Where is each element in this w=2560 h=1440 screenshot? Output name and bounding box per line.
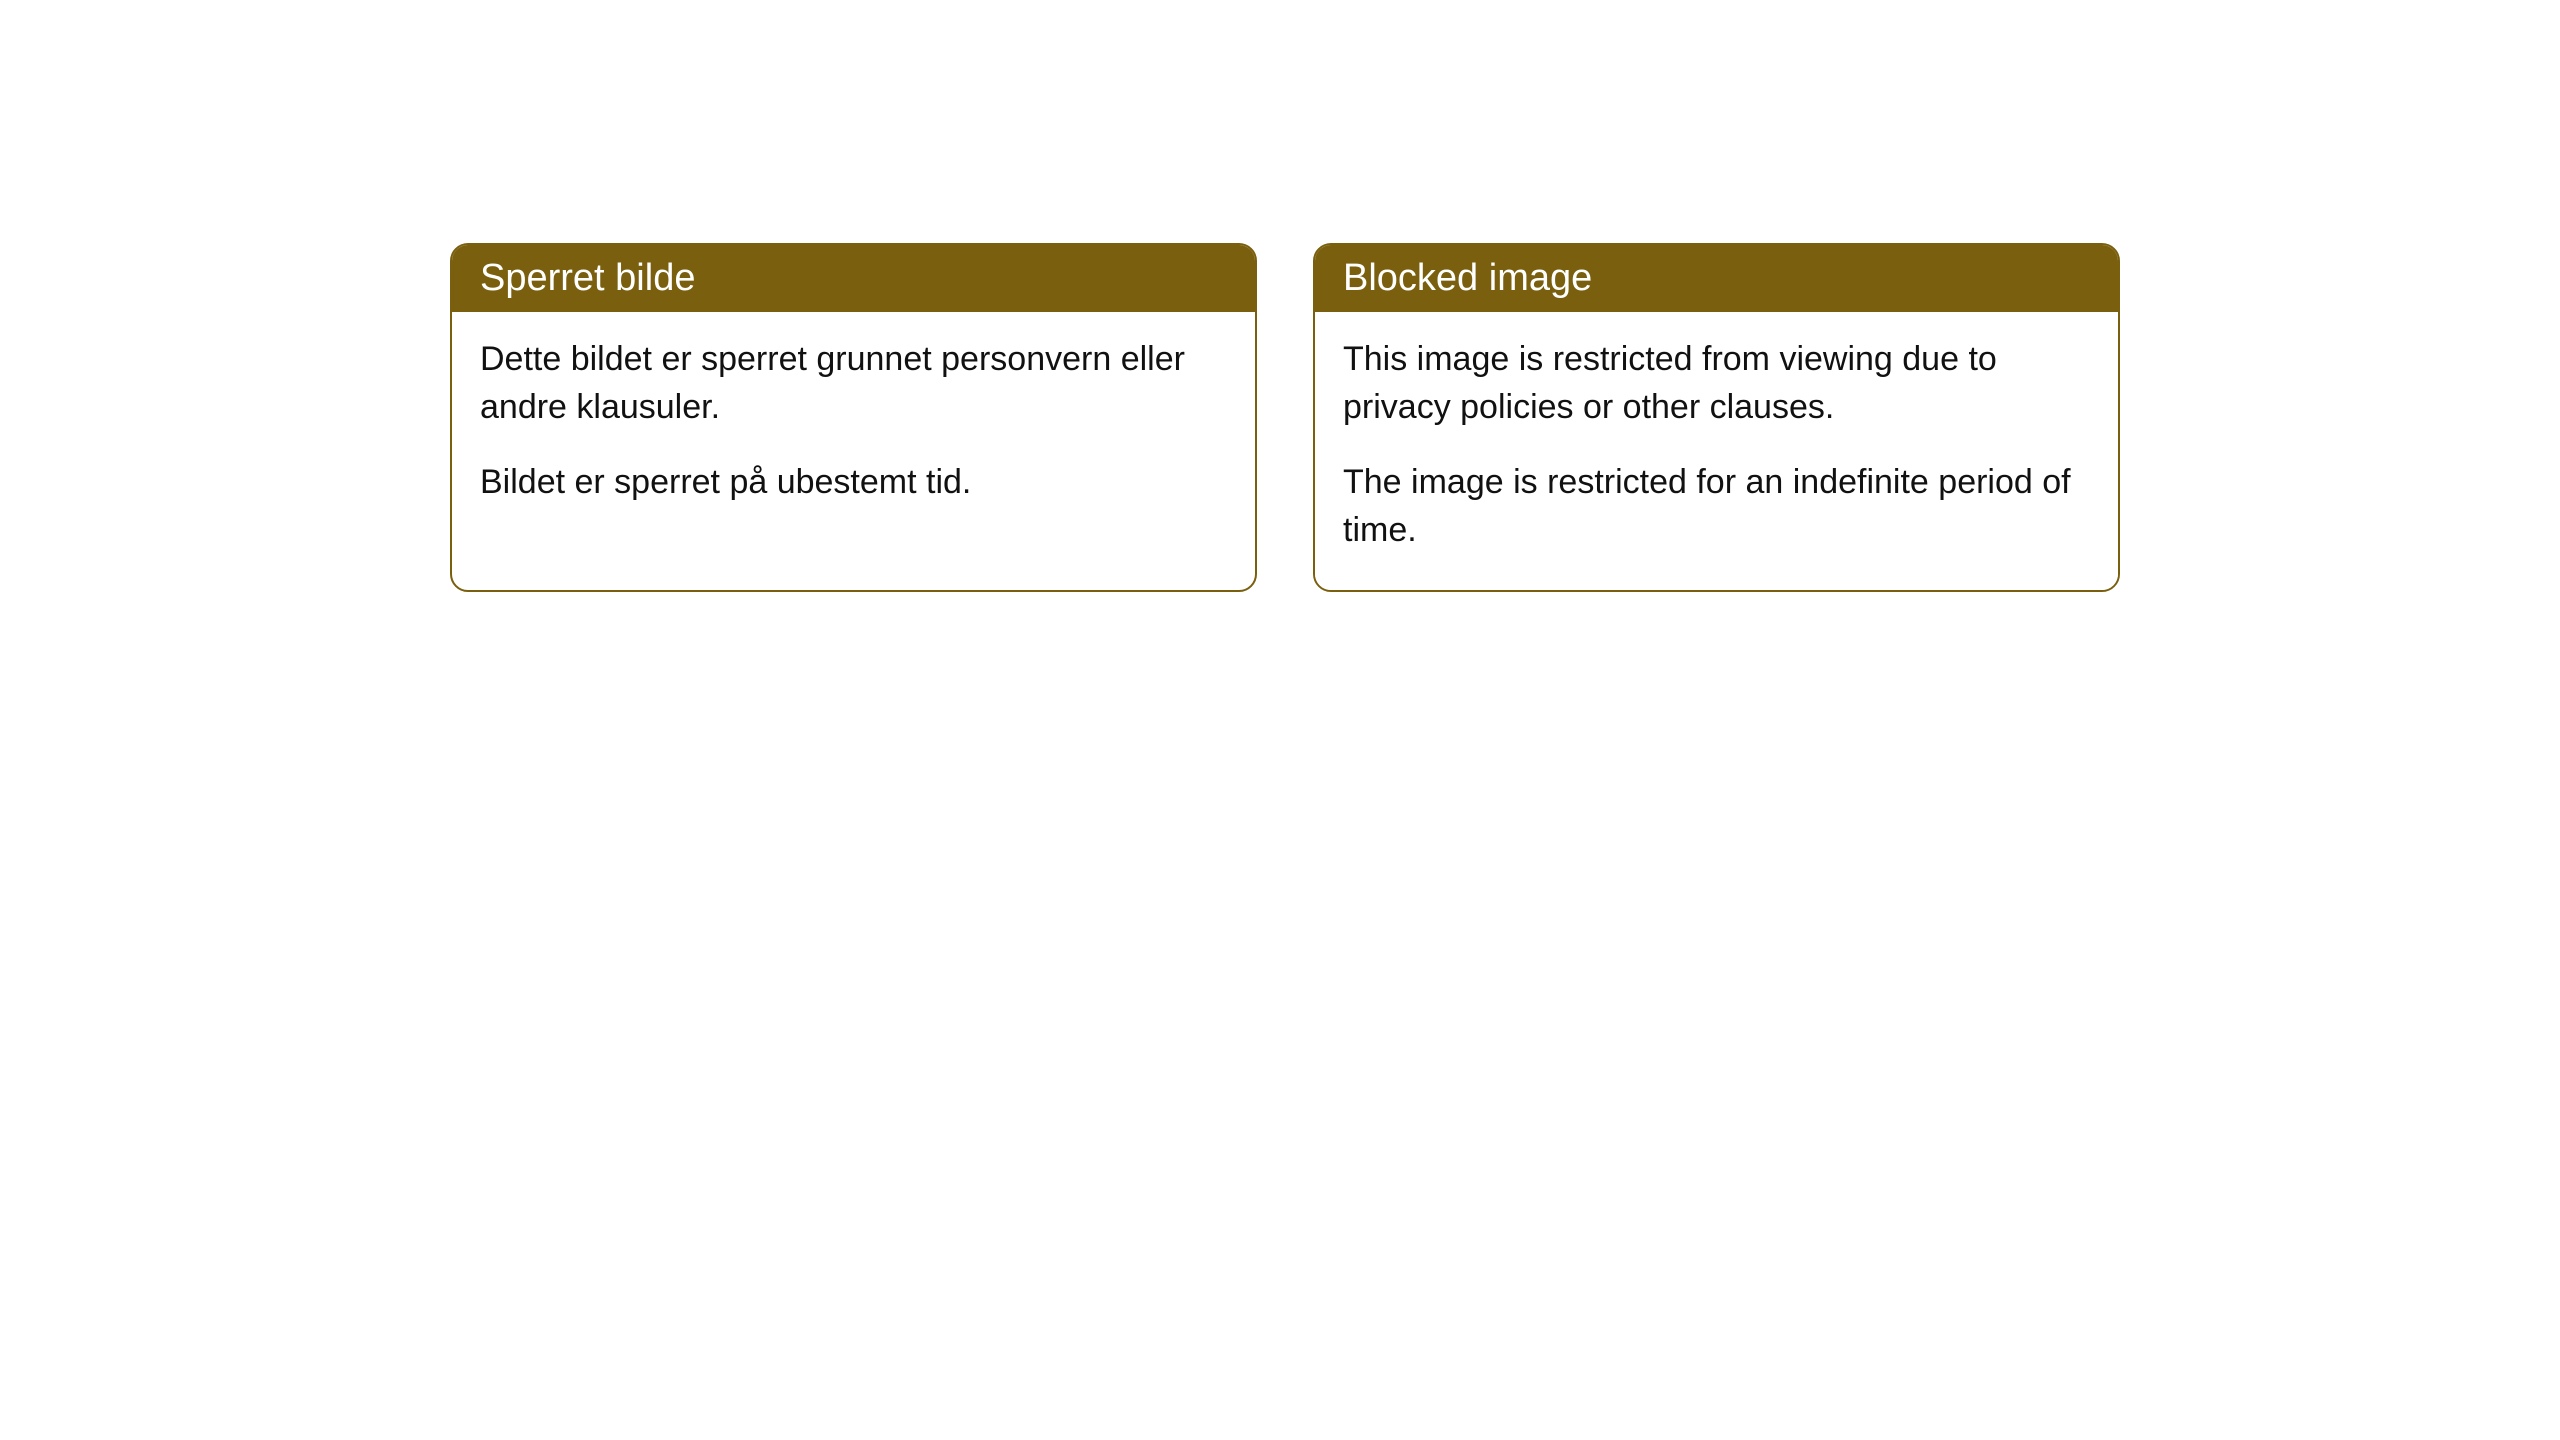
card-paragraph: Dette bildet er sperret grunnet personve… bbox=[480, 336, 1227, 431]
card-paragraph: Bildet er sperret på ubestemt tid. bbox=[480, 459, 1227, 507]
card-title: Sperret bilde bbox=[480, 257, 695, 299]
card-body: This image is restricted from viewing du… bbox=[1315, 312, 2118, 590]
notice-cards-container: Sperret bilde Dette bildet er sperret gr… bbox=[450, 243, 2120, 592]
card-paragraph: This image is restricted from viewing du… bbox=[1343, 336, 2090, 431]
card-body: Dette bildet er sperret grunnet personve… bbox=[452, 312, 1255, 543]
notice-card-english: Blocked image This image is restricted f… bbox=[1313, 243, 2120, 592]
notice-card-norwegian: Sperret bilde Dette bildet er sperret gr… bbox=[450, 243, 1257, 592]
card-paragraph: The image is restricted for an indefinit… bbox=[1343, 459, 2090, 554]
card-header: Blocked image bbox=[1315, 245, 2118, 312]
card-title: Blocked image bbox=[1343, 257, 1592, 299]
card-header: Sperret bilde bbox=[452, 245, 1255, 312]
